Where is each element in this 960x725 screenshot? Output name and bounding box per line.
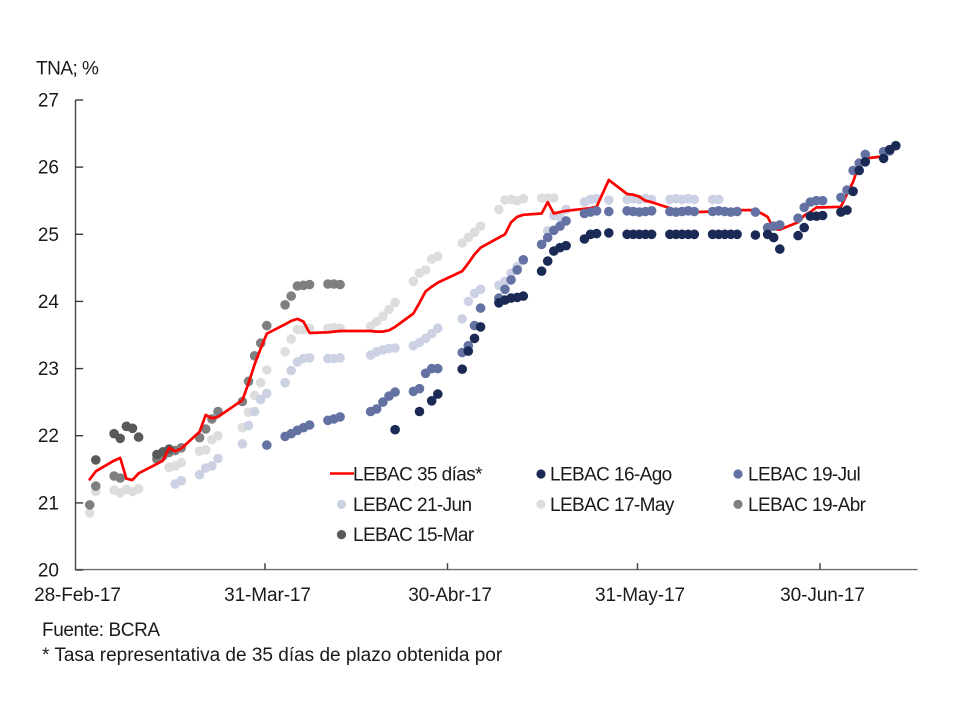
svg-text:27: 27 — [38, 91, 59, 112]
svg-text:23: 23 — [38, 359, 59, 380]
svg-text:22: 22 — [38, 426, 59, 447]
svg-text:25: 25 — [38, 225, 59, 246]
svg-text:24: 24 — [38, 292, 60, 313]
svg-text:LEBAC 19-Jul: LEBAC 19-Jul — [748, 465, 860, 486]
svg-text:21: 21 — [38, 493, 59, 514]
svg-text:31-Mar-17: 31-Mar-17 — [224, 585, 311, 606]
svg-text:TNA; %: TNA; % — [36, 59, 99, 80]
svg-text:26: 26 — [38, 158, 59, 179]
svg-text:31-May-17: 31-May-17 — [595, 585, 685, 606]
svg-text:LEBAC 17-May: LEBAC 17-May — [550, 495, 675, 516]
svg-text:* Tasa representativa de 35 dí: * Tasa representativa de 35 días de plaz… — [42, 645, 503, 666]
svg-text:30-Jun-17: 30-Jun-17 — [780, 585, 865, 606]
svg-text:20: 20 — [38, 561, 59, 582]
svg-text:30-Abr-17: 30-Abr-17 — [408, 585, 492, 606]
svg-text:LEBAC 19-Abr: LEBAC 19-Abr — [748, 495, 867, 516]
svg-text:28-Feb-17: 28-Feb-17 — [34, 585, 121, 606]
svg-text:LEBAC 15-Mar: LEBAC 15-Mar — [353, 525, 475, 546]
svg-text:LEBAC 16-Ago: LEBAC 16-Ago — [550, 465, 672, 486]
svg-text:Fuente: BCRA: Fuente: BCRA — [42, 620, 160, 641]
svg-text:LEBAC 35 días*: LEBAC 35 días* — [353, 465, 483, 486]
svg-text:LEBAC 21-Jun: LEBAC 21-Jun — [353, 495, 472, 516]
